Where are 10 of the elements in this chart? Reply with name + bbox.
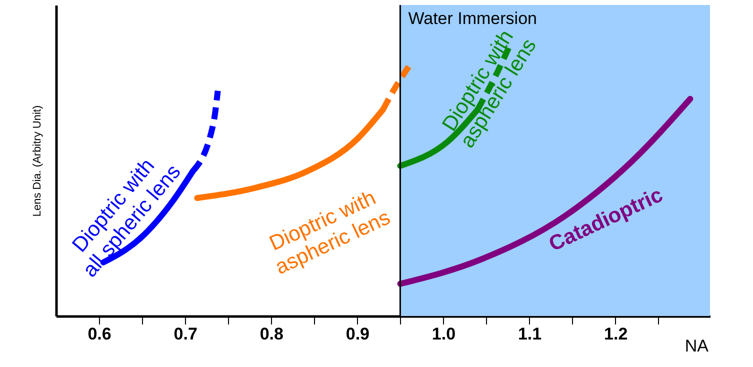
x-tick-label: 0.6	[88, 324, 112, 344]
x-tick-label: 0.9	[346, 324, 370, 344]
x-tick-label: 1.0	[432, 324, 456, 344]
y-axis-title: Lens Dia. (Arbitry Unit)	[32, 105, 44, 217]
text: Water Immersion	[408, 9, 537, 28]
x-axis-title: NA	[684, 336, 710, 356]
x-tick-label: 0.8	[260, 324, 284, 344]
x-tick-label: 1.1	[518, 324, 542, 344]
x-tick-label: 1.2	[604, 324, 628, 344]
x-tick-label: 0.7	[174, 324, 198, 344]
